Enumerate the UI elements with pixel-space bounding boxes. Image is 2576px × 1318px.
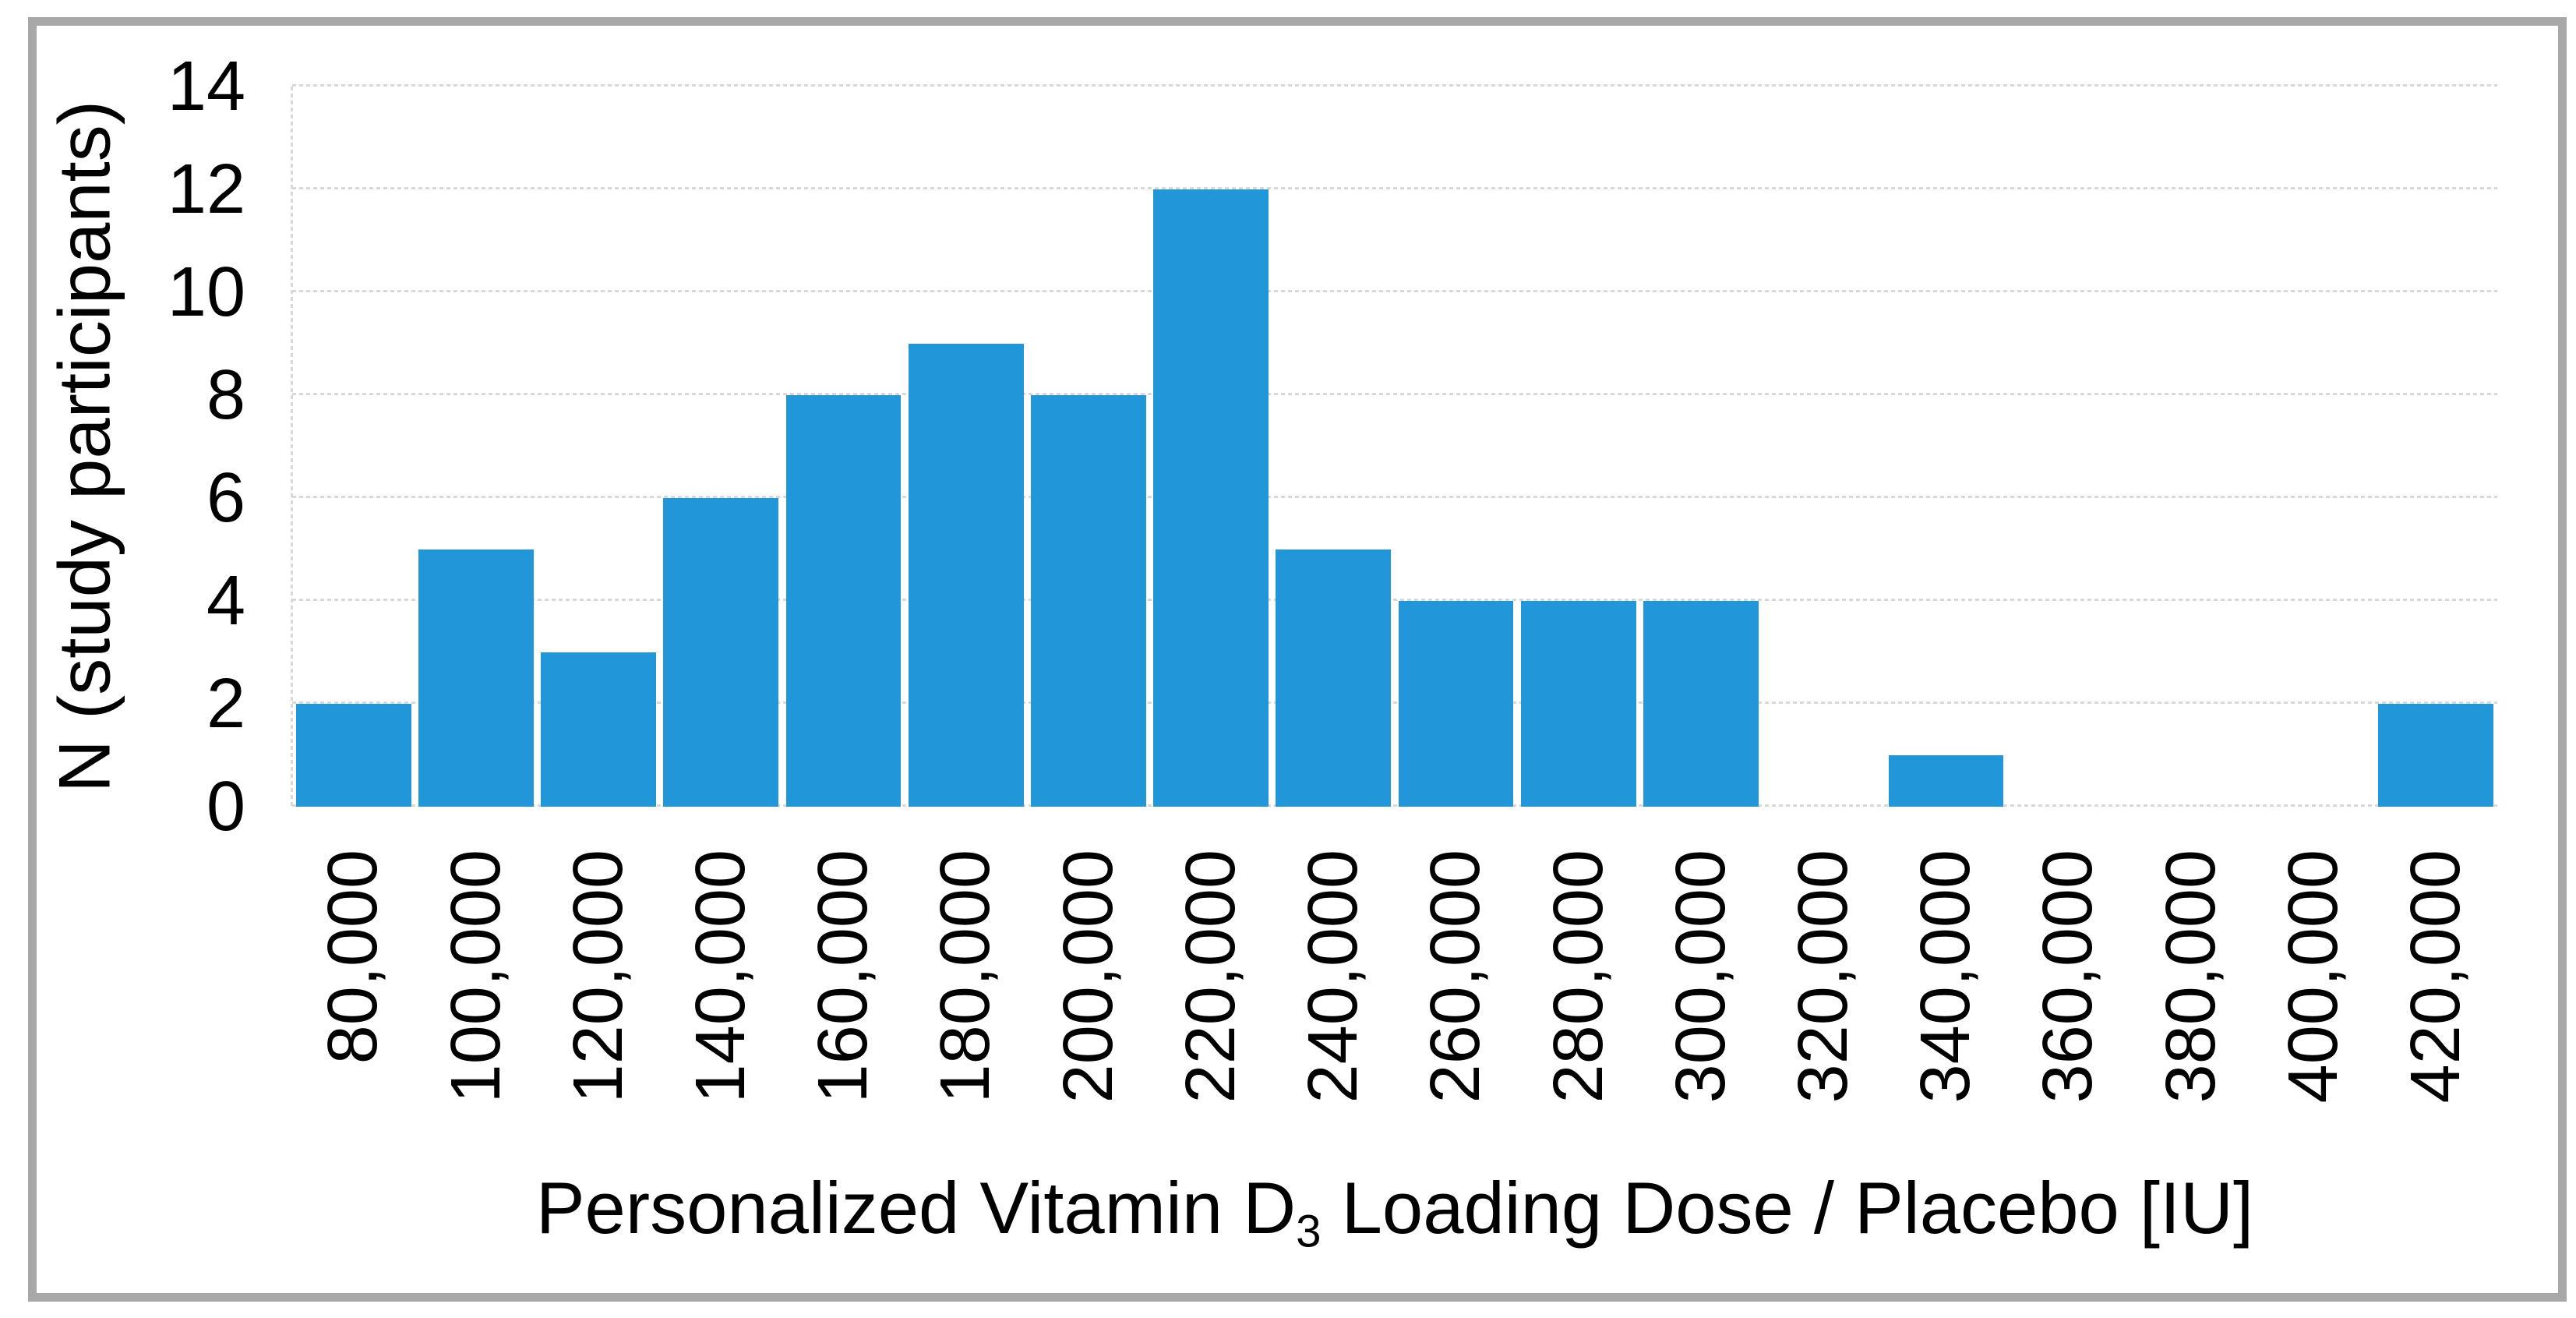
x-tick-label-360,000: 360,000 — [2029, 850, 2108, 1104]
x-tick-slot: 300,000 — [1639, 850, 1762, 1107]
x-tick-label-280,000: 280,000 — [1539, 850, 1618, 1104]
x-tick-label-140,000: 140,000 — [682, 850, 760, 1104]
bar-160,000 — [785, 395, 902, 807]
gridline-8 — [292, 393, 2497, 395]
bar-slot — [415, 87, 537, 807]
x-tick-label-380,000: 380,000 — [2151, 850, 2230, 1104]
bar-slot — [2253, 87, 2375, 807]
bar-180,000 — [908, 344, 1024, 807]
x-tick-slot: 320,000 — [1763, 850, 1885, 1107]
gridline-6 — [292, 496, 2497, 498]
bar-340,000 — [1888, 755, 2004, 807]
x-tick-slot: 400,000 — [2253, 850, 2375, 1107]
x-tick-label-220,000: 220,000 — [1171, 850, 1250, 1104]
x-tick-slot: 220,000 — [1150, 850, 1272, 1107]
bar-140,000 — [663, 498, 779, 807]
y-tick-label-6: 6 — [206, 459, 245, 537]
bar-slot — [292, 87, 415, 807]
y-tick-label-14: 14 — [167, 48, 245, 125]
x-tick-slot: 180,000 — [905, 850, 1027, 1107]
bar-slot — [2007, 87, 2130, 807]
x-tick-label-340,000: 340,000 — [1907, 850, 1985, 1104]
y-tick-label-8: 8 — [206, 356, 245, 434]
gridline-4 — [292, 599, 2497, 601]
x-tick-slot: 160,000 — [782, 850, 905, 1107]
bar-240,000 — [1276, 549, 1392, 807]
x-tick-slot: 140,000 — [660, 850, 782, 1107]
bar-slot — [2375, 87, 2497, 807]
x-tick-slot: 340,000 — [1885, 850, 2007, 1107]
bar-100,000 — [418, 549, 534, 807]
bar-300,000 — [1643, 601, 1759, 807]
bar-420,000 — [2378, 704, 2494, 807]
x-tick-slot: 200,000 — [1027, 850, 1149, 1107]
plot-area — [291, 84, 2497, 807]
bar-200,000 — [1031, 395, 1146, 807]
x-tick-label-300,000: 300,000 — [1661, 850, 1740, 1104]
x-tick-slot: 380,000 — [2130, 850, 2252, 1107]
x-tick-slot: 120,000 — [537, 850, 659, 1107]
bar-120,000 — [541, 652, 656, 807]
bar-slot — [1517, 87, 1639, 807]
bar-260,000 — [1398, 601, 1514, 807]
bars — [292, 87, 2497, 807]
bar-slot — [537, 87, 659, 807]
bar-slot — [782, 87, 905, 807]
x-tick-labels: 80,000 100,000 120,000 140,000 160,000 180,00… — [292, 850, 2497, 1107]
x-tick-label-160,000: 160,000 — [804, 850, 883, 1104]
y-axis-line — [291, 87, 293, 807]
x-tick-label-260,000: 260,000 — [1417, 850, 1495, 1104]
bar-slot — [1885, 87, 2007, 807]
y-tick-label-12: 12 — [167, 150, 245, 228]
gridline-0 — [292, 804, 2497, 807]
x-tick-label-200,000: 200,000 — [1049, 850, 1127, 1104]
y-tick-label-0: 0 — [206, 768, 245, 846]
gridline-2 — [292, 701, 2497, 704]
x-tick-label-120,000: 120,000 — [559, 850, 637, 1104]
x-tick-label-80,000: 80,000 — [314, 850, 393, 1065]
x-tick-slot: 420,000 — [2375, 850, 2497, 1107]
x-axis-title-suffix: Loading Dose / Placebo [IU] — [1321, 1167, 2254, 1249]
x-tick-label-320,000: 320,000 — [1784, 850, 1862, 1104]
gridline-12 — [292, 187, 2497, 189]
bar-slot — [1027, 87, 1149, 807]
bar-slot — [1395, 87, 1517, 807]
x-tick-slot: 280,000 — [1517, 850, 1639, 1107]
x-tick-slot: 100,000 — [415, 850, 537, 1107]
x-tick-slot: 360,000 — [2007, 850, 2130, 1107]
bar-slot — [2130, 87, 2252, 807]
x-axis-title-subscript: 3 — [1296, 1206, 1322, 1257]
bar-slot — [905, 87, 1027, 807]
y-tick-labels: 0 2 4 6 8 10 12 14 — [0, 51, 270, 842]
bar-slot — [660, 87, 782, 807]
x-tick-slot: 80,000 — [292, 850, 415, 1107]
x-tick-label-240,000: 240,000 — [1294, 850, 1373, 1104]
gridline-10 — [292, 290, 2497, 292]
x-tick-label-420,000: 420,000 — [2397, 850, 2475, 1104]
x-tick-label-400,000: 400,000 — [2274, 850, 2352, 1104]
bar-slot — [1272, 87, 1395, 807]
bar-220,000 — [1153, 189, 1269, 807]
x-tick-slot: 240,000 — [1272, 850, 1395, 1107]
bar-80,000 — [295, 704, 411, 807]
bar-280,000 — [1520, 601, 1636, 807]
x-axis-title-prefix: Personalized Vitamin D — [535, 1167, 1297, 1249]
y-tick-label-2: 2 — [206, 665, 245, 743]
bar-slot — [1763, 87, 1885, 807]
x-axis-title: Personalized Vitamin D3 Loading Dose / P… — [292, 1168, 2497, 1257]
y-tick-label-4: 4 — [206, 562, 245, 640]
x-tick-slot: 260,000 — [1395, 850, 1517, 1107]
gridline-14 — [292, 84, 2497, 87]
y-axis-title: N (study participants) — [43, 100, 125, 793]
x-tick-label-180,000: 180,000 — [926, 850, 1005, 1104]
y-tick-label-10: 10 — [167, 253, 245, 331]
bar-slot — [1150, 87, 1272, 807]
bar-slot — [1639, 87, 1762, 807]
x-tick-label-100,000: 100,000 — [436, 850, 515, 1104]
